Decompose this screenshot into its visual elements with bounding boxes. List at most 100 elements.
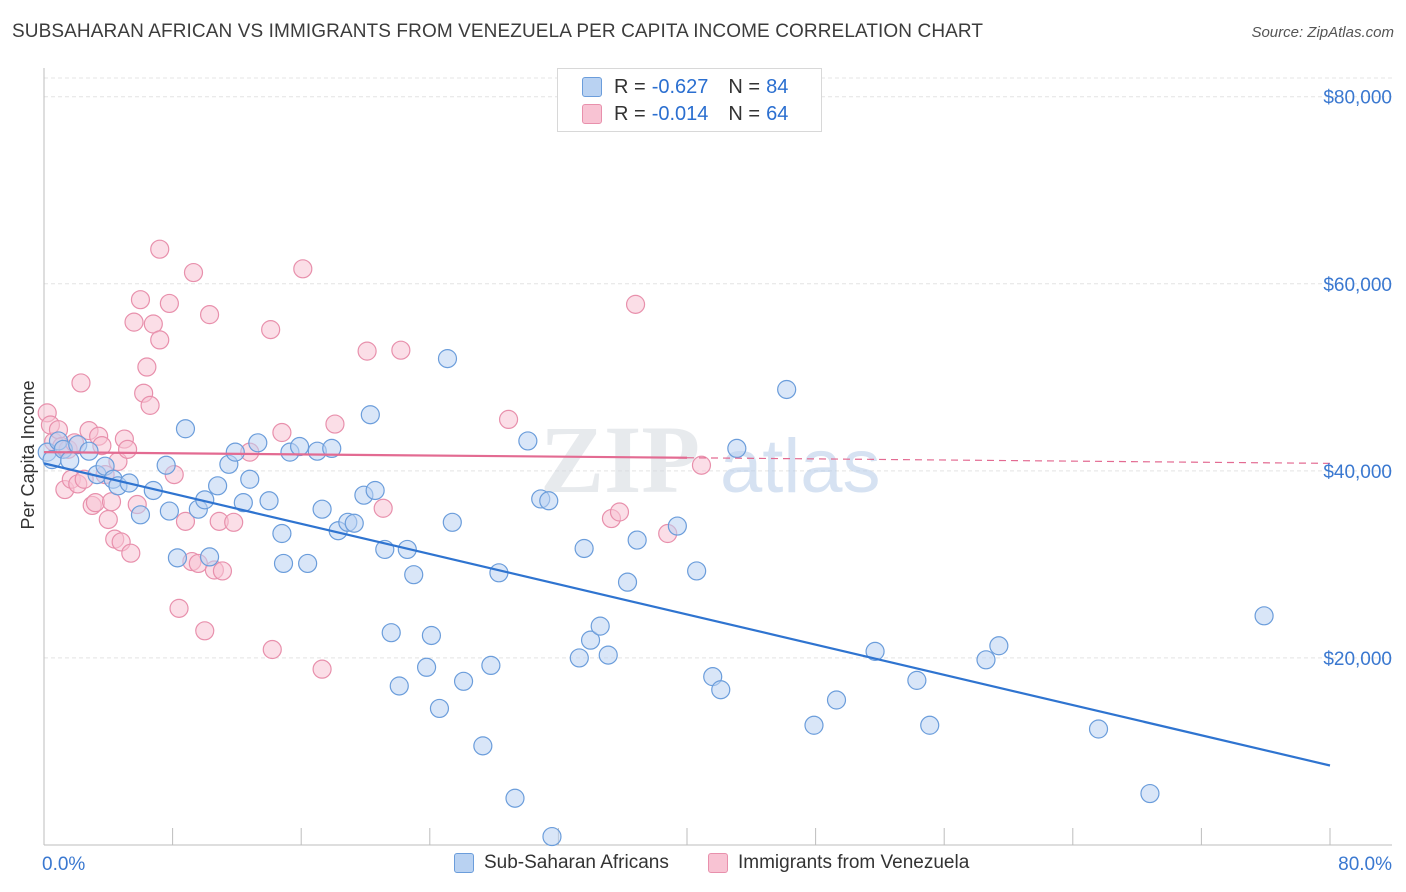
subsaharan-point: [167, 548, 188, 568]
subsaharan-point: [481, 655, 501, 676]
venezuela-point: [272, 422, 292, 443]
bottom-legend-swatch-blue: [454, 853, 474, 873]
series-subsaharan-points: [37, 349, 1274, 847]
venezuela-point: [625, 294, 646, 314]
subsaharan-point: [574, 538, 594, 559]
subsaharan-point: [404, 565, 424, 585]
subsaharan-point: [453, 671, 474, 691]
subsaharan-point: [365, 480, 385, 501]
legend-r-label: R =: [614, 102, 646, 125]
venezuela-trend-line: [43, 451, 688, 459]
y-tick-label: $40,000: [1323, 462, 1392, 483]
subsaharan-point: [473, 736, 493, 756]
legend-row-venezuela: R = -0.014 N = 64: [582, 102, 788, 126]
legend-row-subsaharan: R = -0.627 N = 84: [582, 75, 788, 99]
venezuela-point: [159, 293, 179, 314]
y-tick-label: $60,000: [1323, 275, 1392, 296]
venezuela-point: [98, 509, 118, 530]
subsaharan-point: [344, 513, 364, 533]
correlation-legend: R = -0.627 N = 84 R = -0.014 N = 64: [557, 68, 822, 132]
venezuela-point: [121, 543, 141, 563]
subsaharan-point: [989, 636, 1009, 656]
venezuela-point: [199, 305, 220, 325]
subsaharan-point: [1254, 606, 1274, 626]
chart-title: SUBSAHARAN AFRICAN VS IMMIGRANTS FROM VE…: [12, 21, 984, 42]
subsaharan-point: [240, 469, 260, 489]
legend-r-label: R =: [614, 75, 646, 98]
subsaharan-point: [865, 641, 885, 661]
subsaharan-point: [920, 715, 940, 735]
venezuela-point: [262, 639, 282, 660]
subsaharan-point: [389, 676, 409, 696]
subsaharan-point: [580, 630, 601, 650]
subsaharan-point: [727, 438, 747, 459]
subsaharan-point: [598, 645, 618, 665]
y-tick-label: $20,000: [1323, 649, 1392, 670]
subsaharan-point: [518, 431, 538, 451]
subsaharan-point: [381, 623, 401, 643]
subsaharan-point: [711, 680, 731, 700]
venezuela-point: [212, 561, 233, 581]
subsaharan-point: [1088, 719, 1109, 739]
venezuela-point: [293, 259, 313, 279]
tick-labels: $20,000 $40,000 $60,000 $80,000 0.0% 80.0%: [42, 88, 1392, 875]
venezuela-point: [373, 498, 393, 518]
subsaharan-point: [569, 648, 589, 668]
bottom-legend-venezuela: Immigrants from Venezuela: [708, 852, 969, 874]
venezuela-point: [498, 409, 519, 430]
legend-n-value: 84: [766, 75, 789, 98]
venezuela-point: [101, 492, 122, 512]
subsaharan-trend-line: [43, 462, 1331, 767]
subsaharan-point: [539, 491, 559, 511]
bottom-legend-subsaharan: Sub-Saharan Africans: [454, 852, 669, 874]
subsaharan-point: [826, 690, 847, 710]
subsaharan-point: [272, 523, 292, 544]
legend-n-value: 64: [766, 102, 789, 125]
venezuela-point: [183, 262, 204, 283]
legend-n-label: N =: [728, 75, 761, 98]
venezuela-point: [391, 340, 411, 360]
venezuela-point: [85, 493, 106, 513]
subsaharan-point: [199, 547, 220, 567]
venezuela-point: [175, 511, 196, 531]
source-label: Source: ZipAtlas.com: [1251, 24, 1394, 41]
venezuela-point: [357, 341, 377, 361]
venezuela-point: [71, 373, 91, 393]
series-venezuela-points: [37, 239, 712, 679]
x-tick-label: 0.0%: [42, 854, 85, 875]
venezuela-point: [150, 330, 170, 350]
y-axis-label: Per Capita Income: [18, 380, 38, 529]
y-tick-label: $80,000: [1323, 88, 1392, 109]
venezuela-point: [169, 598, 189, 618]
venezuela-point: [150, 239, 170, 259]
subsaharan-point: [79, 441, 99, 461]
venezuela-point: [143, 314, 163, 334]
subsaharan-point: [667, 516, 687, 536]
legend-n-label: N =: [728, 102, 761, 125]
subsaharan-point: [312, 499, 332, 519]
subsaharan-point: [233, 493, 253, 513]
venezuela-point: [609, 502, 630, 522]
subsaharan-point: [590, 616, 610, 636]
subsaharan-point: [289, 436, 310, 457]
venezuela-point: [325, 414, 345, 434]
venezuela-point: [137, 357, 157, 377]
subsaharan-point: [416, 657, 437, 677]
subsaharan-point: [322, 438, 342, 459]
subsaharan-point: [259, 491, 279, 511]
subsaharan-point: [687, 561, 707, 581]
legend-r-value: -0.014: [651, 102, 709, 125]
legend-swatch-pink: [582, 104, 602, 124]
subsaharan-point: [542, 826, 562, 847]
venezuela-point: [117, 439, 138, 459]
venezuela-point: [691, 455, 712, 475]
subsaharan-point: [248, 433, 268, 453]
subsaharan-point: [437, 349, 458, 369]
subsaharan-point: [208, 476, 228, 496]
subsaharan-point: [156, 455, 176, 475]
subsaharan-point: [159, 501, 179, 521]
subsaharan-point: [225, 442, 245, 462]
venezuela-point: [224, 512, 244, 532]
subsaharan-point: [298, 553, 318, 574]
